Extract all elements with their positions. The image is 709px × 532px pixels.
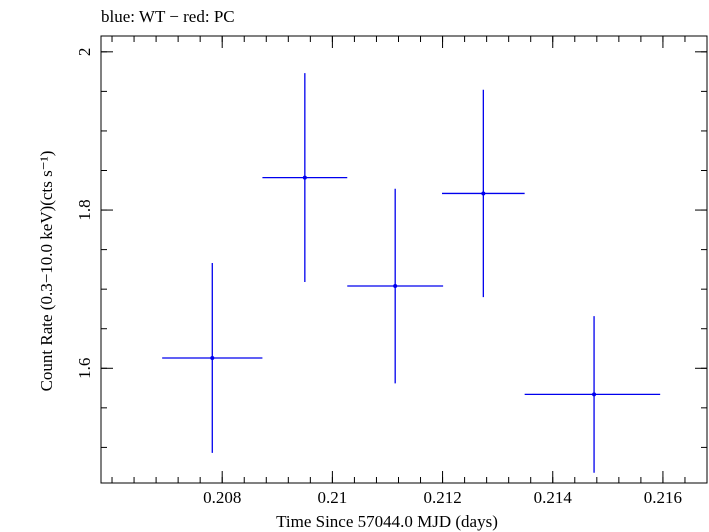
y-axis-tick-labels: 1.6 1.8 2 (75, 48, 94, 379)
chart-title: blue: WT − red: PC (101, 7, 235, 26)
x-tick-label: 0.208 (203, 488, 241, 507)
x-axis-tick-labels: 0.208 0.21 0.212 0.214 0.216 (203, 488, 682, 507)
y-tick-label: 1.6 (75, 358, 94, 379)
y-tick-label: 1.8 (75, 199, 94, 220)
x-tick-label: 0.216 (644, 488, 682, 507)
x-tick-label: 0.212 (423, 488, 461, 507)
y-tick-label: 2 (75, 48, 94, 57)
x-tick-label: 0.214 (534, 488, 573, 507)
point-marker (592, 392, 597, 397)
point-marker (393, 284, 398, 289)
plot-frame (100, 35, 708, 484)
data-point (524, 316, 661, 473)
y-axis-ticks (101, 51, 707, 448)
point-marker (302, 175, 307, 180)
data-point (442, 89, 525, 298)
data-point (162, 263, 263, 453)
point-marker (481, 191, 486, 196)
y-axis-label: Count Rate (0.3−10.0 keV)(cts s⁻¹) (37, 151, 56, 392)
data-point (347, 188, 444, 384)
x-axis-label: Time Since 57044.0 MJD (days) (276, 512, 498, 531)
data-point (262, 73, 348, 283)
x-axis-ticks (111, 36, 708, 483)
data-series-wt (162, 73, 661, 473)
x-tick-label: 0.21 (318, 488, 348, 507)
point-marker (210, 355, 215, 360)
